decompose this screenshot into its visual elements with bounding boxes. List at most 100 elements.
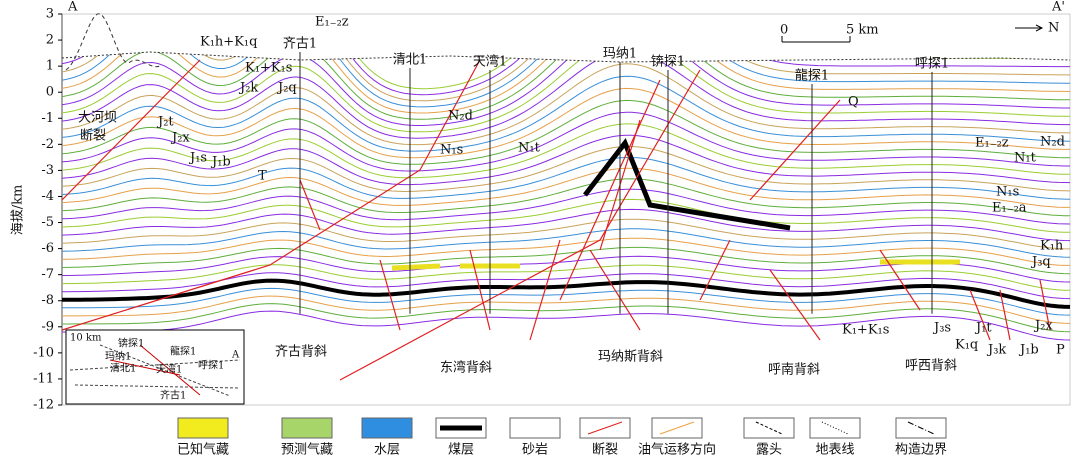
formation-label: J₂x bbox=[1033, 319, 1053, 334]
well-label: 呼探1 bbox=[915, 57, 949, 72]
legend: 已知气藏 预测气藏 水层 煤层 砂岩 断裂 油气运移方向 露头 地表线 构造边界 bbox=[177, 417, 947, 458]
structure-label: 东湾背斜 bbox=[440, 360, 492, 376]
y-tick-label: 1 bbox=[46, 59, 54, 74]
y-tick-label: 2 bbox=[46, 33, 54, 48]
horizon bbox=[62, 218, 1070, 250]
horizon bbox=[62, 264, 1070, 291]
fault bbox=[999, 289, 1011, 341]
scale-label: 5 km bbox=[846, 23, 879, 38]
formation-label: N₂d bbox=[448, 109, 473, 124]
structure-label: 玛纳斯背斜 bbox=[598, 350, 663, 365]
formation-label: N₁t bbox=[518, 141, 541, 156]
formation-label: J₃q bbox=[1030, 255, 1051, 270]
structure-label: 呼南背斜 bbox=[768, 362, 820, 378]
formation-label: J₃s bbox=[932, 321, 951, 336]
horizon bbox=[62, 246, 1070, 275]
legend-swatch bbox=[743, 417, 795, 439]
horizon bbox=[62, 146, 1070, 193]
formation-label: E₁₋₂z bbox=[975, 136, 1009, 151]
formation-label: K₁+K₁s bbox=[842, 323, 889, 338]
formation-label: J₁b bbox=[1018, 343, 1039, 358]
legend-label: 露头 bbox=[756, 443, 782, 458]
y-tick-label: -10 bbox=[33, 345, 54, 360]
formation-label: K₁h+K₁q bbox=[200, 35, 257, 50]
fault bbox=[299, 179, 321, 231]
fault bbox=[589, 249, 641, 331]
north-arrow-head bbox=[1035, 24, 1044, 32]
y-tick-label: -9 bbox=[41, 319, 54, 334]
horizon bbox=[62, 75, 1070, 152]
y-tick-label: -1 bbox=[41, 111, 54, 126]
well-label: 龍探1 bbox=[795, 68, 829, 84]
coal-seam bbox=[583, 138, 791, 231]
horizon bbox=[62, 87, 1070, 159]
y-tick-label: -12 bbox=[33, 398, 54, 413]
formation-label: K₁h bbox=[1040, 239, 1064, 254]
frame bbox=[61, 13, 1071, 406]
well-label: 天湾1 bbox=[473, 54, 507, 70]
well-label: 清北1 bbox=[393, 53, 427, 68]
legend-label: 断裂 bbox=[592, 443, 618, 458]
north-label: N bbox=[1048, 21, 1059, 36]
formation-label: E₁₋₂z bbox=[315, 15, 349, 30]
well-label: 齐古1 bbox=[283, 36, 317, 52]
scale-label: 0 bbox=[780, 23, 788, 38]
horizon bbox=[62, 295, 1070, 324]
formation-label: E₁₋₂a bbox=[992, 201, 1027, 216]
legend-symbol bbox=[587, 421, 623, 435]
structure-label: 呼西背斜 bbox=[905, 359, 957, 374]
inset-label: 清北1 bbox=[110, 362, 136, 375]
y-tick-label: -7 bbox=[41, 267, 54, 282]
marker: A bbox=[67, 0, 78, 15]
legend-label: 构造边界 bbox=[895, 443, 947, 458]
y-tick-label: 0 bbox=[46, 85, 54, 100]
y-tick-label: 3 bbox=[46, 7, 54, 22]
formation-label: K₁+K₁s bbox=[245, 61, 292, 76]
y-tick-label: -11 bbox=[33, 371, 54, 386]
inset-label: 玛纳1 bbox=[105, 350, 131, 363]
legend-label: 水层 bbox=[374, 443, 400, 458]
legend-label: 地表线 bbox=[815, 443, 854, 458]
fault bbox=[879, 249, 921, 311]
inset-label: 锛探1 bbox=[118, 337, 144, 350]
horizon bbox=[62, 63, 1070, 146]
surface-line bbox=[61, 51, 1071, 63]
horizon bbox=[62, 52, 1070, 102]
fault bbox=[699, 239, 731, 301]
fault bbox=[379, 259, 401, 331]
inset-label: 齐古1 bbox=[160, 389, 186, 402]
inset-label: 呼探1 bbox=[198, 359, 224, 372]
legend-label: 已知气藏 bbox=[177, 442, 229, 458]
legend-symbol bbox=[659, 421, 695, 435]
fault bbox=[1039, 279, 1051, 331]
horizon bbox=[62, 178, 1070, 217]
horizon bbox=[62, 111, 1070, 172]
inset-label: A bbox=[231, 350, 240, 361]
fault-label: 大河坝 bbox=[78, 111, 117, 126]
formation-label: K₁q bbox=[955, 338, 978, 353]
y-tick-label: -8 bbox=[41, 293, 54, 308]
formation-label: J₂t bbox=[156, 115, 174, 130]
inset-label: 10 km bbox=[70, 333, 102, 344]
formation-label: J₂x bbox=[170, 131, 190, 146]
legend-label: 油气运移方向 bbox=[638, 442, 716, 458]
formation-label: J₂k bbox=[238, 81, 258, 96]
horizon bbox=[62, 208, 1070, 242]
horizon bbox=[62, 188, 1070, 225]
outcrop bbox=[65, 13, 161, 71]
legend-swatch bbox=[361, 417, 413, 439]
formation-label: N₁s bbox=[996, 185, 1019, 200]
formation-label: N₂d bbox=[1040, 135, 1065, 150]
fault bbox=[749, 99, 841, 201]
fault bbox=[969, 289, 991, 341]
horizon bbox=[62, 157, 1070, 200]
horizon bbox=[62, 237, 1070, 266]
horizon bbox=[62, 272, 1070, 300]
horizon bbox=[62, 99, 1070, 165]
formation-label: J₁t bbox=[974, 321, 992, 336]
horizon bbox=[62, 228, 1070, 258]
fault bbox=[529, 239, 561, 341]
inset-label: 天湾1 bbox=[156, 363, 182, 376]
fault bbox=[62, 59, 201, 201]
